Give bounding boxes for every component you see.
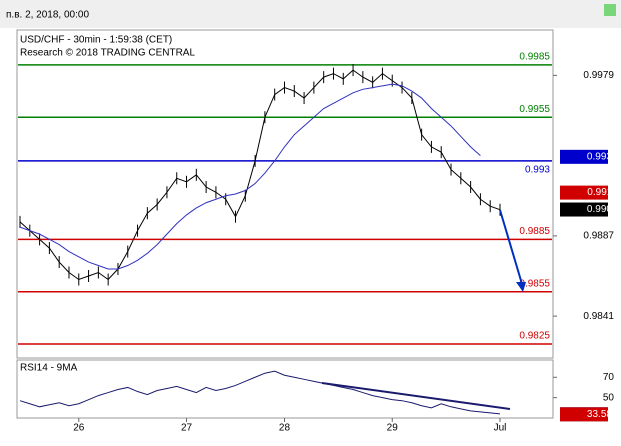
x-tick-label: Jul <box>494 423 507 434</box>
level-label: 0.9825 <box>519 331 550 342</box>
rsi-panel <box>16 359 554 419</box>
y-tick-label: 50 <box>603 392 615 403</box>
price-marker-label: 0.99323 <box>587 151 621 162</box>
timestamp: п.в. 2, 2018, 00:00 <box>6 10 89 21</box>
plot-layer: 0.9979 0.9887 0.9841 0.9985 0.9955 0.993 0.988… <box>18 52 621 434</box>
price-marker <box>560 149 608 164</box>
level-label: 0.9955 <box>519 104 550 115</box>
rsi-trendline <box>321 382 511 410</box>
price-panel <box>16 29 554 359</box>
header-bar <box>0 0 621 28</box>
chart-subtitle: Research © 2018 TRADING CENTRAL <box>20 48 195 59</box>
price-marker-label: 33.5844 <box>587 409 621 420</box>
price-marker-label: 0.99118 <box>587 187 621 198</box>
series-line <box>19 83 481 270</box>
level-label: 0.993 <box>525 164 550 175</box>
price-marker-label: 0.99021 <box>587 204 621 215</box>
projection-arrow <box>499 209 523 285</box>
rsi-title: RSI14 - 9MA <box>20 363 78 374</box>
y-tick-label: 0.9887 <box>583 231 614 242</box>
x-tick-label: 27 <box>181 423 193 434</box>
price-marker <box>560 407 608 422</box>
y-tick-label: 0.9979 <box>583 70 614 81</box>
level-label: 0.9885 <box>519 226 550 237</box>
x-tick-label: 26 <box>73 423 85 434</box>
series-line <box>19 370 501 415</box>
y-tick-label: 70 <box>603 372 615 383</box>
x-tick-label: 29 <box>387 423 399 434</box>
series-line <box>19 69 501 281</box>
arrow-head <box>516 282 526 292</box>
status-icon <box>604 4 616 16</box>
y-tick-label: 0.9841 <box>583 311 614 322</box>
price-marker <box>560 185 608 200</box>
x-tick-label: 28 <box>279 423 291 434</box>
price-marker <box>560 202 608 217</box>
level-label: 0.9855 <box>519 278 550 289</box>
chart-title: USD/CHF - 30min - 1:59:38 (CET) <box>20 35 172 46</box>
level-label: 0.9985 <box>519 52 550 63</box>
